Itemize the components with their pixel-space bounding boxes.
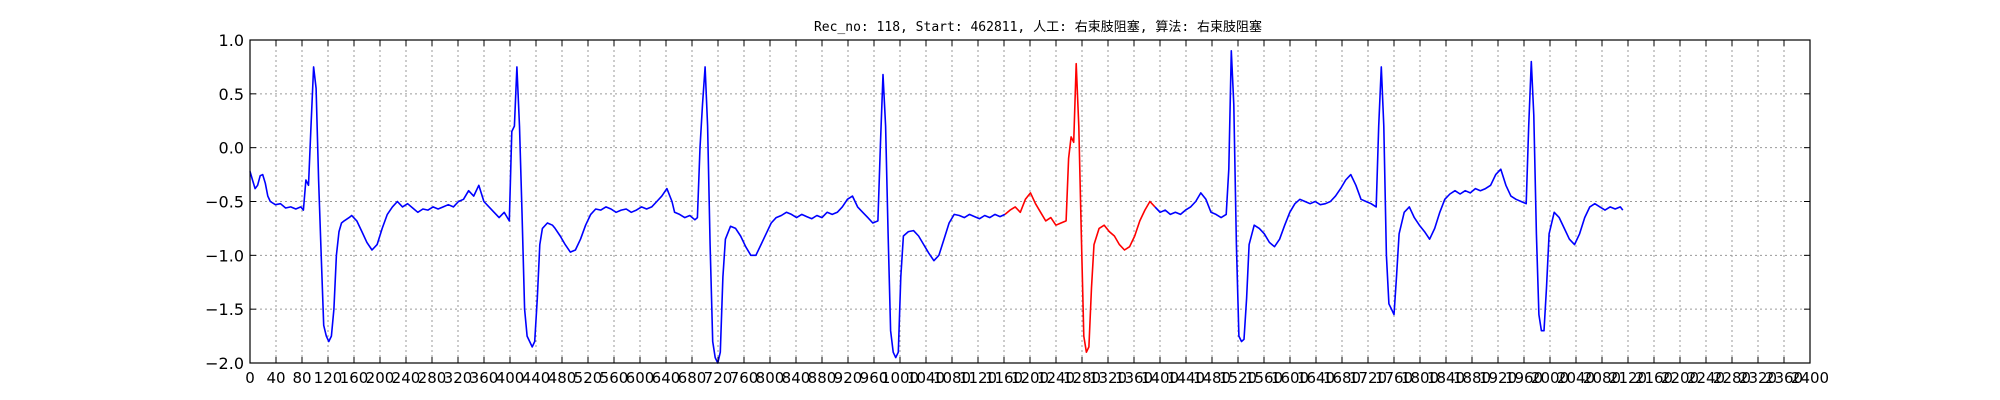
x-tick-label: 800 [756,369,785,387]
x-tick-label: 280 [418,369,447,387]
x-tick-label: 440 [522,369,551,387]
x-tick-label: 640 [652,369,681,387]
x-tick-label: 1000 [881,369,919,387]
x-tick-label: 2240 [1687,369,1725,387]
x-tick-label: 1560 [1245,369,1283,387]
series-line-0 [249,66,1006,364]
signal-lines [249,50,1624,364]
x-tick-label: 0 [245,369,255,387]
x-tick-label: 320 [444,369,473,387]
x-tick-label: 1320 [1089,369,1127,387]
y-tick-label: 1.0 [219,31,244,50]
x-tick-label: 2280 [1713,369,1751,387]
x-tick-label: 680 [678,369,707,387]
x-tick-label: 1160 [985,369,1023,387]
x-tick-label: 1040 [907,369,945,387]
x-tick-label: 1600 [1271,369,1309,387]
x-tick-label: 1840 [1427,369,1465,387]
chart-title: Rec_no: 118, Start: 462811, 人工: 右束肢阻塞, 算… [814,19,1262,35]
x-tick-label: 1120 [959,369,997,387]
y-tick-label: −1.5 [205,300,244,319]
x-tick-label: 1720 [1349,369,1387,387]
y-tick-label: −0.5 [205,193,244,212]
x-tick-label: 2400 [1791,369,1829,387]
x-tick-label: 120 [314,369,343,387]
x-tick-label: 1640 [1297,369,1335,387]
x-tick-label: 2080 [1583,369,1621,387]
grid-lines [250,40,1811,363]
x-tick-label: 1520 [1219,369,1257,387]
x-tick-label: 760 [730,369,759,387]
x-tick-label: 2200 [1661,369,1699,387]
x-tick-label: 520 [574,369,603,387]
series-line-2 [1154,50,1624,343]
x-tick-label: 240 [392,369,421,387]
y-axis-ticks: 1.0 0.5 0.0 −0.5 −1.0 −1.5 −2.0 [205,31,1810,373]
x-tick-label: 1880 [1453,369,1491,387]
x-tick-label: 560 [600,369,629,387]
x-tick-label: 1760 [1375,369,1413,387]
x-axis-ticks: 0 40 80 12016020024028032036040044048052056… [245,40,1829,387]
x-tick-label: 1400 [1141,369,1179,387]
x-tick-label: 1440 [1167,369,1205,387]
series-line-1 [1004,62,1156,353]
x-tick-label: 2040 [1557,369,1595,387]
y-tick-label: −2.0 [205,354,244,373]
x-tick-label: 160 [340,369,369,387]
x-tick-label: 880 [808,369,837,387]
x-tick-label: 80 [292,369,311,387]
x-tick-label: 1200 [1011,369,1049,387]
x-tick-label: 1480 [1193,369,1231,387]
x-tick-label: 2160 [1635,369,1673,387]
x-tick-label: 2000 [1531,369,1569,387]
x-tick-label: 920 [834,369,863,387]
x-tick-label: 2320 [1739,369,1777,387]
x-tick-label: 1920 [1479,369,1517,387]
x-tick-label: 1960 [1505,369,1543,387]
x-tick-label: 1080 [933,369,971,387]
x-tick-label: 960 [860,369,889,387]
x-tick-label: 360 [470,369,499,387]
x-tick-label: 1240 [1037,369,1075,387]
x-tick-label: 720 [704,369,733,387]
x-tick-label: 1800 [1401,369,1439,387]
x-tick-label: 600 [626,369,655,387]
y-tick-label: 0.5 [219,85,244,104]
x-tick-label: 2120 [1609,369,1647,387]
x-tick-label: 1680 [1323,369,1361,387]
x-tick-label: 40 [266,369,285,387]
x-tick-label: 1280 [1063,369,1101,387]
x-tick-label: 2360 [1765,369,1803,387]
x-tick-label: 200 [366,369,395,387]
x-tick-label: 1360 [1115,369,1153,387]
x-tick-label: 400 [496,369,525,387]
x-tick-label: 480 [548,369,577,387]
y-tick-label: −1.0 [205,246,244,265]
x-tick-label: 840 [782,369,811,387]
y-tick-label: 0.0 [219,139,244,158]
